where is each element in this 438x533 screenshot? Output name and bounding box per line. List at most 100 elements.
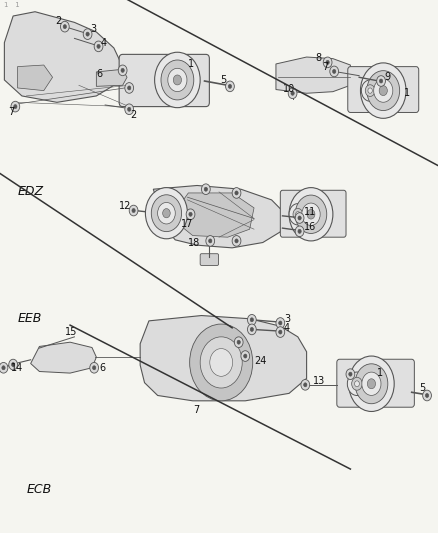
Circle shape	[208, 239, 212, 243]
Circle shape	[11, 101, 20, 112]
Circle shape	[63, 25, 67, 29]
Circle shape	[360, 63, 406, 118]
Polygon shape	[153, 185, 285, 248]
Circle shape	[367, 379, 375, 389]
Polygon shape	[96, 69, 127, 86]
Circle shape	[125, 104, 134, 115]
Text: 4: 4	[101, 38, 107, 47]
Circle shape	[307, 209, 315, 219]
Text: EEB: EEB	[18, 312, 42, 326]
Circle shape	[330, 66, 339, 77]
Circle shape	[83, 29, 92, 39]
Circle shape	[232, 236, 241, 246]
Circle shape	[379, 86, 387, 95]
Text: 1: 1	[377, 368, 383, 378]
Circle shape	[349, 356, 394, 411]
Text: 2: 2	[131, 110, 137, 119]
Circle shape	[201, 184, 210, 195]
Circle shape	[118, 65, 127, 76]
Text: 11: 11	[304, 207, 317, 217]
Text: 5: 5	[220, 75, 226, 85]
Text: 9: 9	[384, 72, 390, 82]
Circle shape	[361, 80, 379, 101]
FancyBboxPatch shape	[200, 254, 219, 265]
Text: 12: 12	[119, 201, 131, 211]
Circle shape	[235, 191, 238, 195]
Circle shape	[423, 390, 431, 401]
Circle shape	[90, 362, 99, 373]
Text: 14: 14	[11, 363, 23, 373]
Circle shape	[379, 79, 383, 83]
Circle shape	[92, 366, 96, 370]
Text: 2: 2	[55, 17, 61, 26]
Circle shape	[60, 21, 69, 32]
Circle shape	[97, 44, 100, 49]
Circle shape	[204, 187, 208, 191]
Text: 1   1: 1 1	[4, 2, 20, 7]
Circle shape	[162, 208, 170, 218]
Circle shape	[234, 337, 243, 348]
Circle shape	[189, 212, 192, 216]
Circle shape	[161, 60, 194, 100]
Text: 1: 1	[188, 59, 194, 69]
Circle shape	[206, 236, 215, 246]
Polygon shape	[31, 342, 96, 373]
Circle shape	[298, 229, 301, 233]
Circle shape	[173, 75, 181, 85]
Circle shape	[158, 203, 175, 224]
Text: 13: 13	[313, 376, 325, 385]
Circle shape	[374, 79, 393, 102]
Circle shape	[14, 104, 17, 109]
Circle shape	[288, 88, 297, 99]
Text: 24: 24	[254, 357, 266, 366]
Circle shape	[368, 88, 372, 93]
Polygon shape	[140, 316, 307, 401]
Text: 16: 16	[304, 222, 317, 232]
Circle shape	[190, 324, 253, 401]
Circle shape	[377, 76, 385, 86]
Circle shape	[94, 41, 103, 52]
Circle shape	[355, 364, 388, 403]
Circle shape	[121, 68, 124, 72]
Circle shape	[168, 68, 187, 92]
Circle shape	[235, 239, 238, 243]
Circle shape	[244, 354, 247, 358]
Circle shape	[276, 327, 285, 337]
Circle shape	[250, 327, 254, 332]
Circle shape	[127, 107, 131, 111]
Text: 7: 7	[322, 62, 328, 72]
Text: 7: 7	[193, 406, 199, 415]
Polygon shape	[276, 57, 350, 93]
Circle shape	[186, 209, 195, 220]
FancyBboxPatch shape	[348, 67, 419, 112]
Circle shape	[354, 381, 359, 387]
Circle shape	[295, 195, 327, 233]
Circle shape	[210, 349, 233, 376]
FancyBboxPatch shape	[337, 359, 414, 407]
Circle shape	[247, 314, 256, 325]
Circle shape	[132, 208, 135, 213]
Circle shape	[151, 195, 182, 232]
Circle shape	[293, 208, 303, 220]
Text: 5: 5	[420, 383, 426, 393]
Circle shape	[250, 318, 254, 322]
Circle shape	[367, 71, 399, 110]
Circle shape	[155, 52, 200, 108]
Circle shape	[289, 204, 307, 225]
Text: 17: 17	[180, 219, 193, 229]
Circle shape	[232, 188, 241, 198]
Text: 18: 18	[188, 238, 201, 247]
Circle shape	[237, 340, 240, 344]
Text: 15: 15	[65, 327, 77, 336]
Text: ECB: ECB	[26, 483, 52, 496]
Text: 3: 3	[91, 24, 97, 34]
Polygon shape	[18, 65, 53, 91]
Circle shape	[226, 81, 234, 92]
Circle shape	[296, 212, 300, 217]
Polygon shape	[180, 193, 254, 237]
Circle shape	[127, 86, 131, 90]
Circle shape	[291, 91, 294, 95]
Circle shape	[129, 205, 138, 216]
Circle shape	[289, 188, 333, 241]
Circle shape	[326, 60, 329, 64]
